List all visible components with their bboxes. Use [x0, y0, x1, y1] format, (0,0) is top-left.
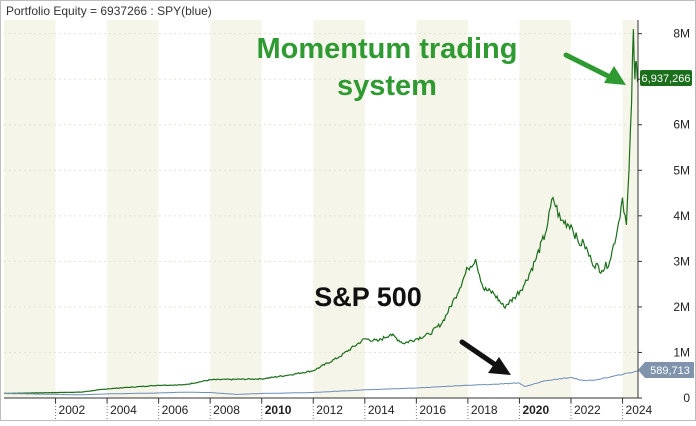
spy-last-value-badge: 589,713 — [638, 362, 694, 378]
year-band — [4, 20, 56, 398]
y-tick-label: 6M — [673, 118, 690, 132]
x-tick-label: 2018 — [471, 403, 498, 417]
y-tick-label: 0 — [683, 391, 690, 405]
x-tick-label: 2006 — [162, 403, 189, 417]
spy-last-value: 589,713 — [650, 365, 690, 377]
momentum-annotation-line1: Momentum trading — [257, 33, 518, 65]
x-tick-label: 2022 — [574, 403, 601, 417]
y-tick-label: 1M — [673, 345, 690, 359]
x-tick-label: 2010 — [265, 403, 292, 417]
y-tick-label: 8M — [673, 27, 690, 41]
green-arrow — [563, 52, 626, 85]
y-tick-label: 3M — [673, 254, 690, 268]
portfolio-equity-line — [4, 29, 639, 395]
year-band — [210, 20, 262, 398]
year-band — [519, 20, 571, 398]
year-band — [622, 20, 638, 398]
x-tick-label: 2014 — [368, 403, 395, 417]
spy-line — [3, 370, 638, 396]
grid-lines — [4, 33, 638, 353]
chart-title: Portfolio Equity = 6937266 : SPY(blue) — [6, 4, 212, 18]
y-tick-label: 5M — [673, 163, 690, 177]
axis-layer: 01M2M3M4M5M6M7M8M20022004200620082010201… — [4, 20, 690, 419]
black-arrow — [459, 339, 511, 375]
x-tick-label: 2008 — [213, 403, 240, 417]
x-tick-label: 2004 — [110, 403, 137, 417]
series-layer — [3, 29, 639, 396]
y-tick-label: 2M — [673, 300, 690, 314]
portfolio-last-value-badge: 6,937,266 — [640, 70, 692, 86]
momentum-annotation-line2: system — [337, 70, 437, 102]
x-tick-label: 2002 — [59, 403, 86, 417]
sp500-annotation: S&P 500 — [314, 282, 422, 312]
year-band — [313, 20, 365, 398]
y-tick-label: 4M — [673, 209, 690, 223]
x-tick-label: 2020 — [522, 403, 549, 417]
x-tick-label: 2024 — [626, 403, 653, 417]
year-band — [107, 20, 159, 398]
x-tick-label: 2012 — [316, 403, 343, 417]
year-bands — [4, 20, 638, 398]
portfolio-last-value: 6,937,266 — [642, 73, 691, 85]
x-tick-label: 2016 — [419, 403, 446, 417]
